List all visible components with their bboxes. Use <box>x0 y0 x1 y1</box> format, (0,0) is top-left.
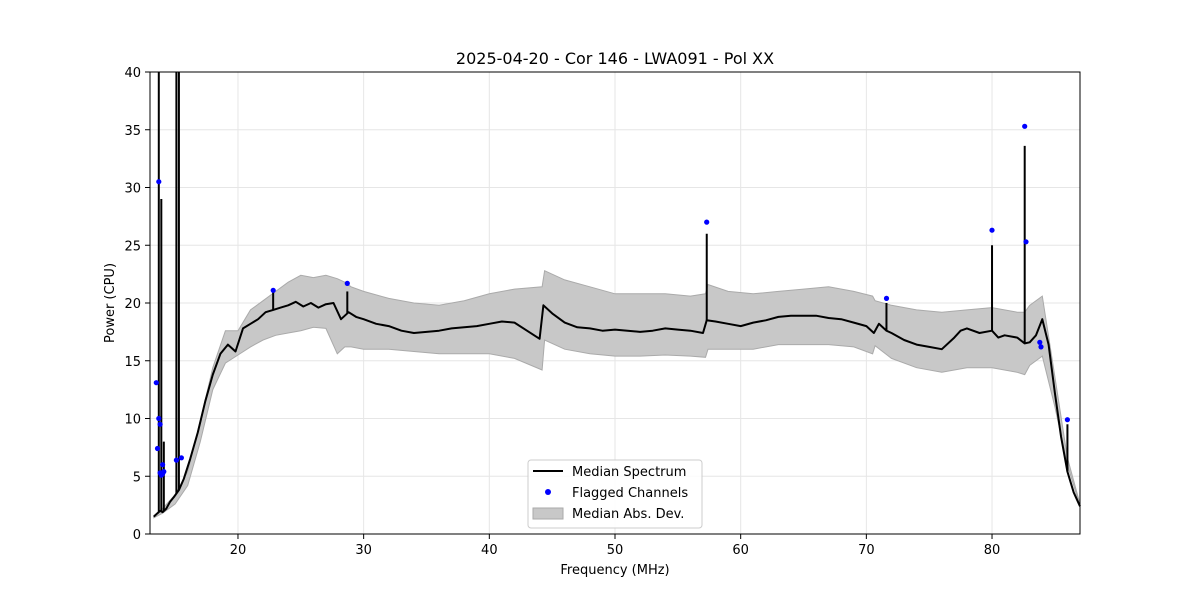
flagged-channel-point <box>153 380 159 386</box>
legend-entry-median-spectrum: Median Spectrum <box>572 465 686 480</box>
y-tick-label: 20 <box>124 297 141 312</box>
y-tick-label: 0 <box>133 528 141 543</box>
flagged-channel-point <box>1037 339 1043 345</box>
flagged-channel-point <box>161 469 167 475</box>
y-tick-label: 10 <box>124 413 141 428</box>
x-tick-label: 80 <box>984 543 1001 558</box>
flagged-channel-point <box>883 295 890 301</box>
y-tick-label: 15 <box>124 355 141 370</box>
legend: Median Spectrum Flagged Channels Median … <box>527 459 703 529</box>
y-tick-label: 35 <box>124 124 141 139</box>
x-tick-label: 30 <box>355 543 372 558</box>
flagged-channel-point <box>1038 344 1044 350</box>
legend-dot-swatch <box>545 489 551 495</box>
flagged-channel-point <box>178 455 184 461</box>
y-tick-label: 5 <box>133 470 141 485</box>
x-tick-label: 60 <box>732 543 749 558</box>
y-tick-label: 40 <box>124 66 141 81</box>
x-axis-ticks: 20 30 40 50 60 70 80 <box>230 534 1001 558</box>
flagged-channel-point <box>1022 123 1028 129</box>
flagged-channel-point <box>704 219 710 225</box>
median-spectrum-path <box>153 300 1081 518</box>
flagged-channel-point <box>160 462 166 468</box>
legend-entry-median-abs-dev: Median Abs. Dev. <box>572 507 684 522</box>
flagged-channel-point <box>1023 239 1029 245</box>
flagged-channel-point <box>154 445 161 452</box>
legend-band-swatch <box>532 507 564 520</box>
y-axis-label: Power (CPU) <box>103 263 118 343</box>
x-tick-label: 70 <box>858 543 875 558</box>
chart-title: 2025-04-20 - Cor 146 - LWA091 - Pol XX <box>456 49 774 68</box>
y-tick-label: 25 <box>124 239 141 254</box>
x-axis-label: Frequency (MHz) <box>560 563 669 578</box>
median-spectrum-line <box>153 72 1081 518</box>
flagged-channel-point <box>173 457 179 463</box>
legend-box <box>527 459 703 529</box>
legend-entry-flagged-channels: Flagged Channels <box>572 486 688 501</box>
flagged-channel-point <box>344 280 350 286</box>
flagged-channel-point <box>989 227 995 233</box>
x-tick-label: 50 <box>607 543 624 558</box>
flagged-channel-point <box>156 415 162 422</box>
x-tick-label: 40 <box>481 543 498 558</box>
flagged-channel-point <box>156 179 162 185</box>
y-tick-label: 30 <box>124 182 141 197</box>
y-axis-ticks: 0 5 10 15 20 25 30 35 40 <box>124 66 150 543</box>
flagged-channels-points <box>153 123 1070 478</box>
flagged-channel-point <box>157 421 163 427</box>
flagged-channel-point <box>1064 417 1070 423</box>
x-tick-label: 20 <box>230 543 247 558</box>
flagged-channel-point <box>270 287 276 293</box>
